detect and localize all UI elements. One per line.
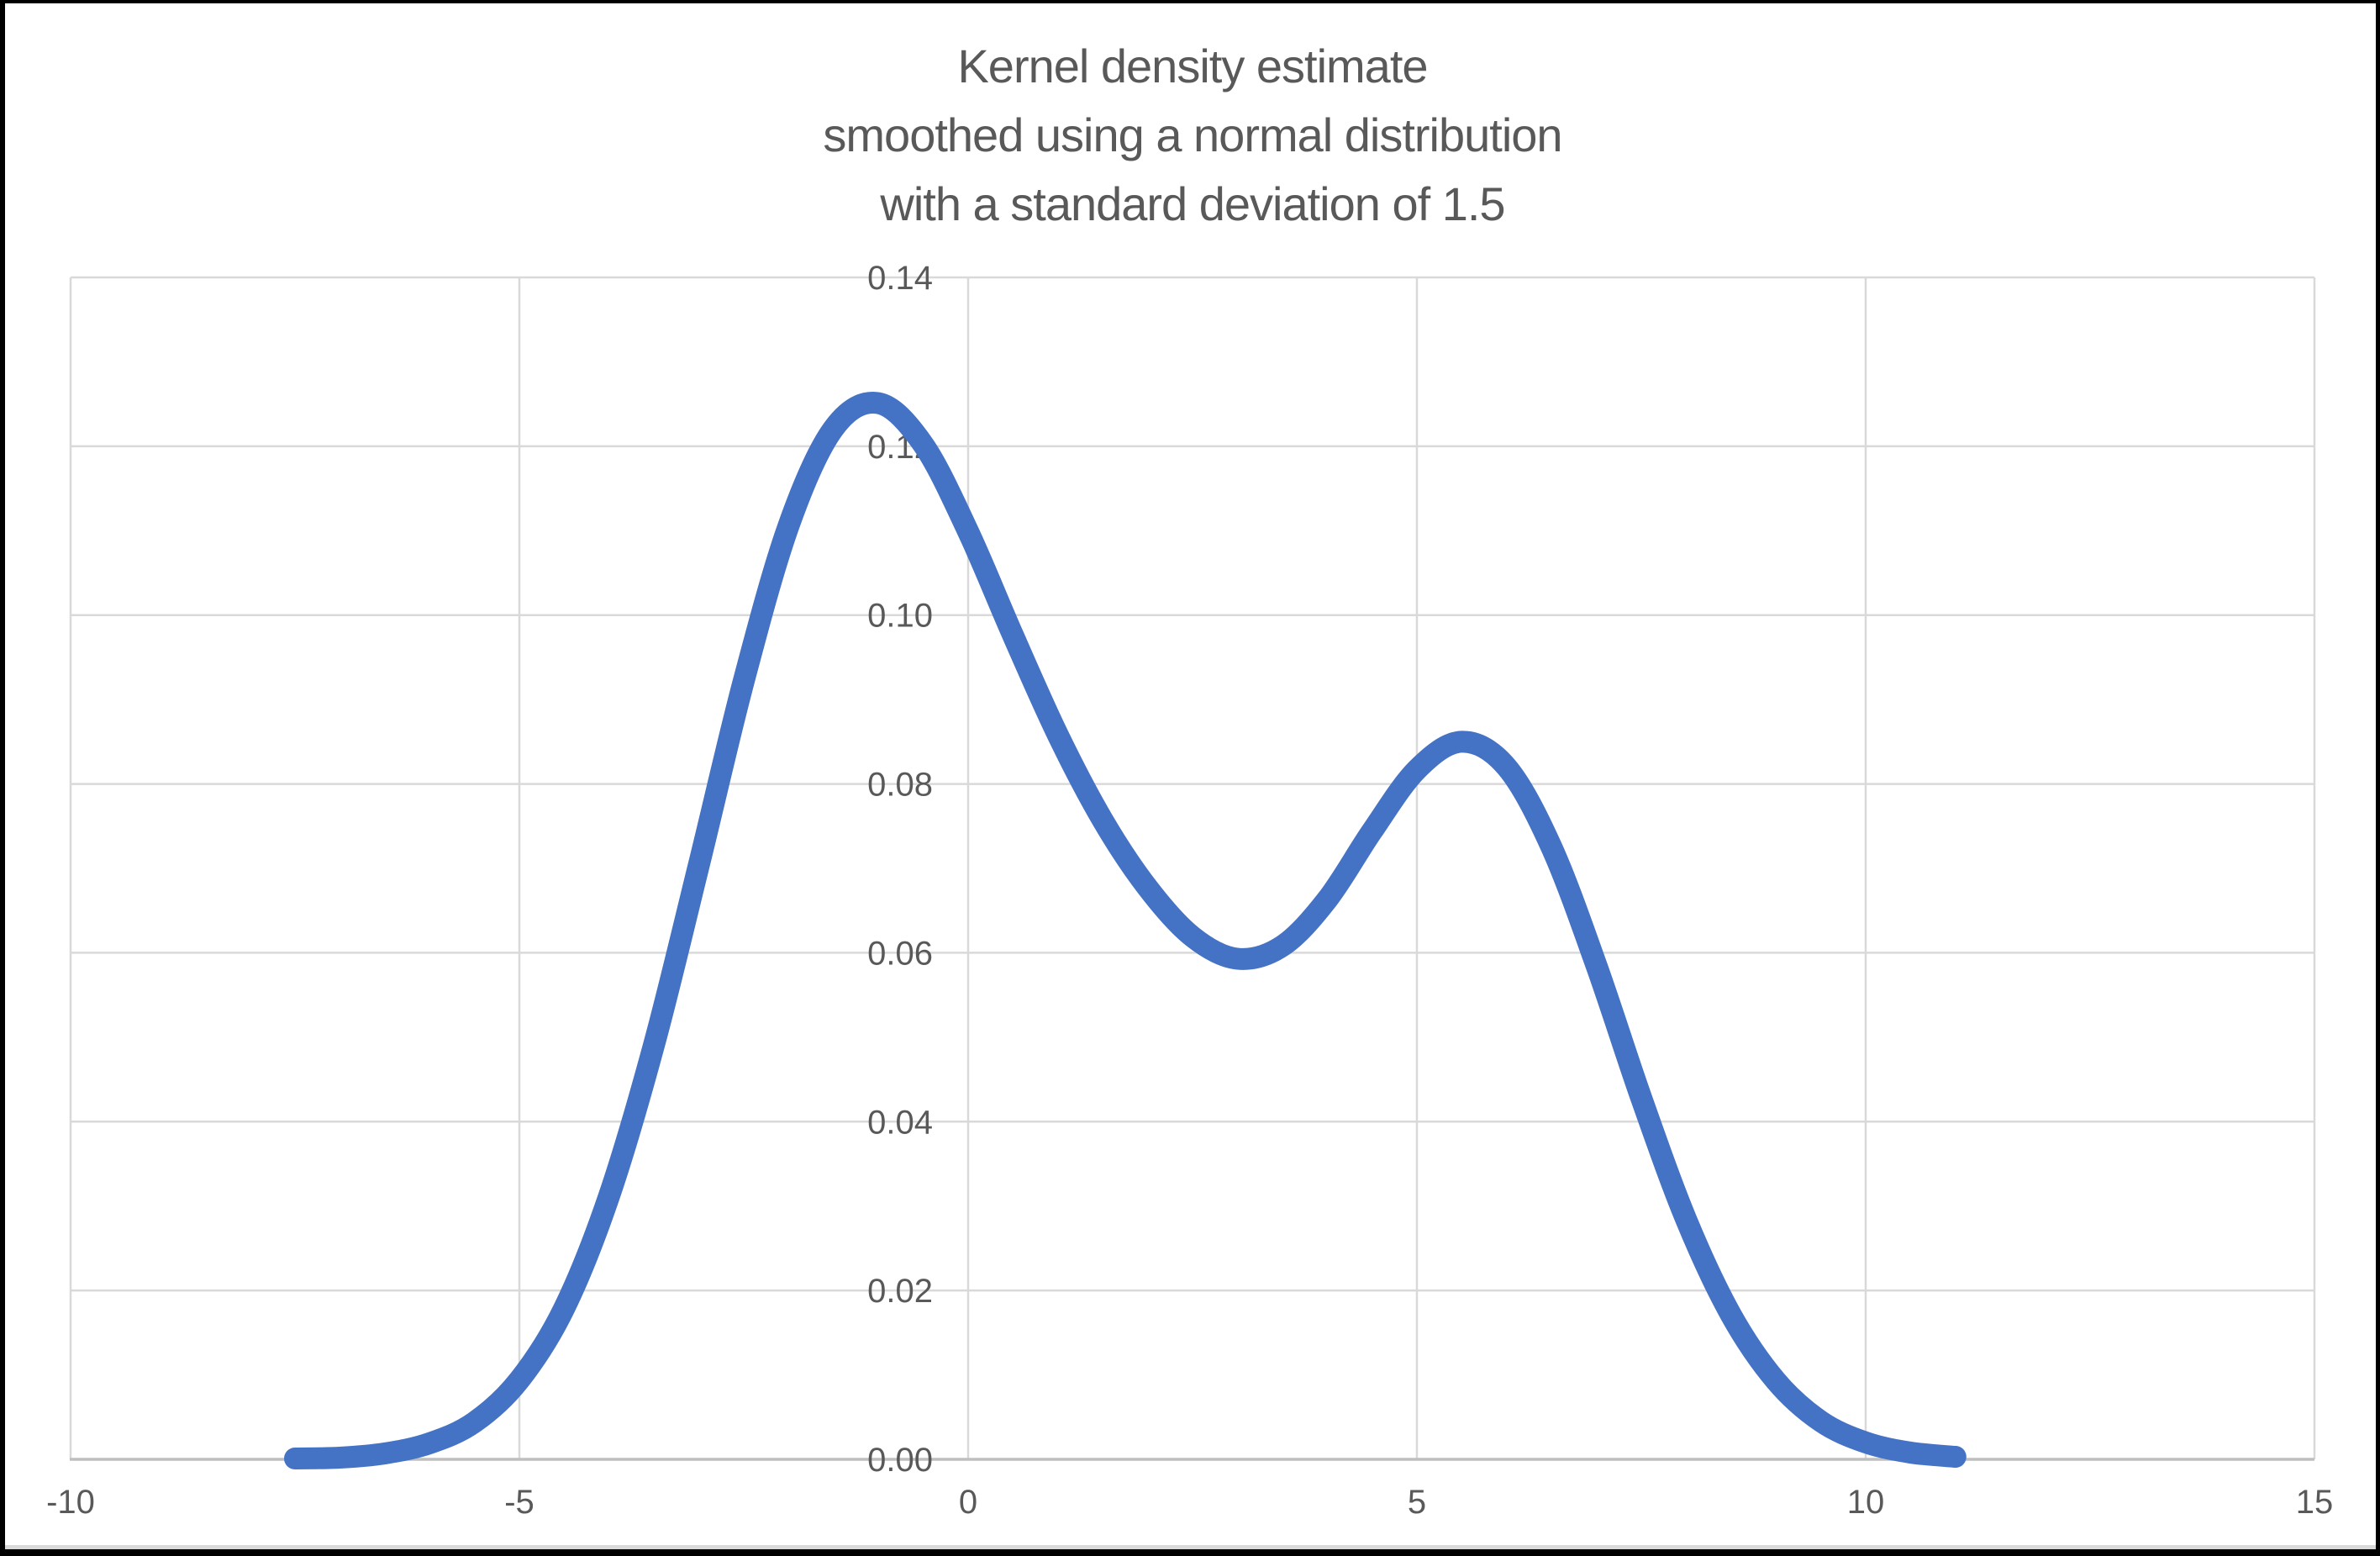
frame-border-bottom [0, 1549, 2380, 1556]
x-tick-label: 10 [1847, 1484, 1885, 1521]
x-tick-label: 15 [2296, 1484, 2334, 1521]
y-tick-label: 0.14 [867, 260, 933, 297]
y-tick-label: 0.06 [867, 935, 933, 972]
chart-title-line-2: smoothed using a normal distribution [823, 108, 1561, 161]
y-tick-label: 0.02 [867, 1273, 933, 1310]
chart-title: Kernel density estimate smoothed using a… [823, 40, 1562, 230]
y-tick-label: 0.04 [867, 1104, 933, 1141]
y-tick-label: 0.10 [867, 598, 933, 635]
y-tick-label: 0.08 [867, 767, 933, 804]
x-tick-label: 0 [959, 1484, 977, 1521]
bottom-edge-strip [0, 1545, 2380, 1549]
kde-curve-series [284, 392, 1967, 1469]
x-tick-label: -5 [504, 1484, 534, 1521]
frame-border-left [0, 0, 5, 1556]
tick-labels: 0.000.020.040.060.080.100.120.14-10 -5 0 5 1… [46, 260, 2333, 1521]
gridlines [69, 276, 2316, 1461]
frame-border-right [2376, 0, 2380, 1556]
chart-title-line-3: with a standard deviation of 1.5 [879, 177, 1504, 230]
y-tick-label: 0.00 [867, 1442, 933, 1479]
x-tick-label: -10 [46, 1484, 95, 1521]
frame-border-top [0, 0, 2380, 3]
chart-title-line-1: Kernel density estimate [957, 40, 1427, 92]
x-tick-label: 5 [1408, 1484, 1426, 1521]
